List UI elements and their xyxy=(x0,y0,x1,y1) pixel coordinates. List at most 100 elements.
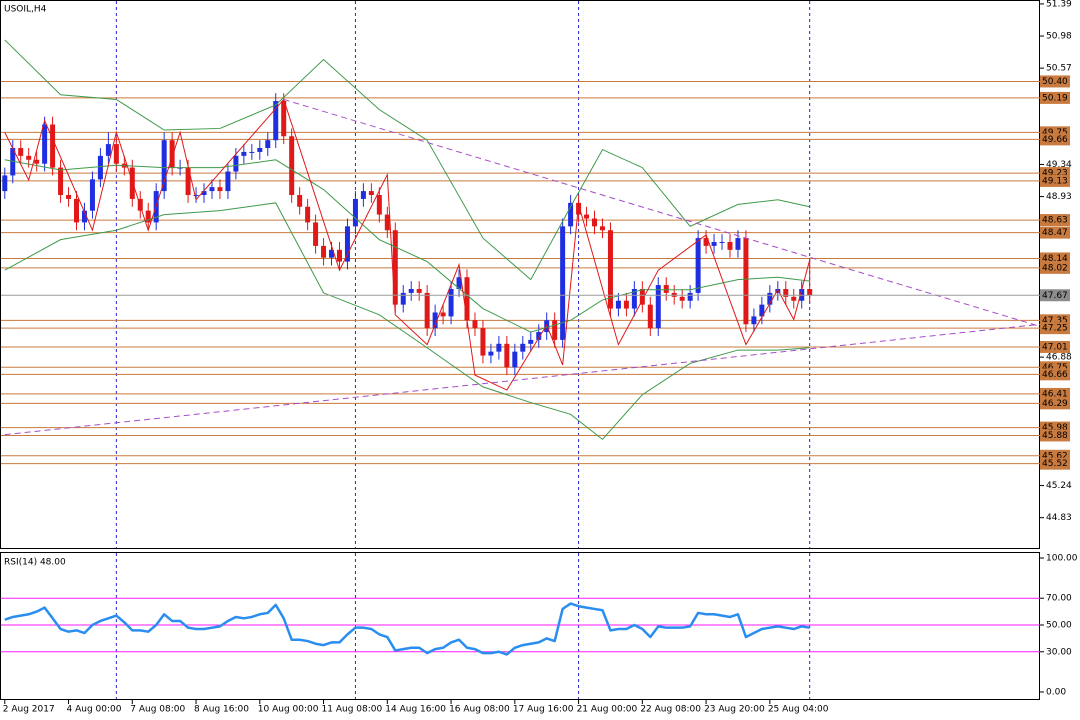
candle-body xyxy=(536,332,542,340)
candle-body xyxy=(34,159,40,164)
candle-body xyxy=(496,343,502,352)
candle-body xyxy=(416,288,422,293)
candle-body xyxy=(352,198,358,227)
candle-body xyxy=(743,238,749,325)
candle-body xyxy=(400,292,406,305)
candle-body xyxy=(719,241,725,243)
y-tick-label: 50.57 xyxy=(1046,64,1072,74)
candle-body xyxy=(26,155,32,160)
level-price-label: 49.23 xyxy=(1042,169,1068,179)
candle-body xyxy=(584,214,590,219)
candle-body xyxy=(655,285,661,329)
candle-body xyxy=(169,140,175,168)
candle-body xyxy=(2,175,8,192)
level-price-label: 46.29 xyxy=(1042,399,1068,409)
main-panel-frame xyxy=(0,0,1040,549)
x-tick-label: 14 Aug 16:00 xyxy=(385,705,446,715)
candle-body xyxy=(520,343,526,352)
candle-body xyxy=(161,140,167,192)
candle-body xyxy=(560,226,566,340)
indicator-line xyxy=(4,39,810,281)
candle-body xyxy=(568,202,574,227)
candle-body xyxy=(313,222,319,246)
candle-body xyxy=(440,312,446,317)
candle-body xyxy=(464,277,470,321)
candle-body xyxy=(647,304,653,329)
level-price-box xyxy=(1040,174,1070,187)
candle-body xyxy=(297,195,303,207)
candle-body xyxy=(791,296,797,301)
x-tick-label: 25 Aug 04:00 xyxy=(768,705,829,715)
level-price-label: 45.52 xyxy=(1042,459,1068,469)
candle-body xyxy=(512,351,518,368)
candle-body xyxy=(18,148,24,156)
candle-body xyxy=(225,171,231,192)
level-price-label: 47.35 xyxy=(1042,316,1068,326)
level-price-label: 46.41 xyxy=(1042,389,1068,399)
candle-body xyxy=(289,136,295,196)
x-tick-label: 4 Aug 00:00 xyxy=(67,705,122,715)
indicator-line xyxy=(4,202,810,441)
candle-body xyxy=(711,241,717,246)
y-tick-label: 50.00 xyxy=(1046,620,1072,630)
chart-title: USOIL,H4 xyxy=(4,5,47,15)
level-price-label: 47.01 xyxy=(1042,342,1068,352)
candle-body xyxy=(42,124,48,164)
candle-body xyxy=(631,288,637,309)
candle-body xyxy=(727,241,733,250)
y-tick-label: 49.34 xyxy=(1046,160,1072,170)
level-price-box xyxy=(1040,261,1070,274)
candle-body xyxy=(599,226,605,231)
rsi-line xyxy=(4,602,810,656)
candle-body xyxy=(50,124,56,168)
candle-body xyxy=(360,191,366,199)
level-price-label: 46.66 xyxy=(1042,370,1068,380)
candle-body xyxy=(368,191,374,196)
candle-body xyxy=(336,249,342,262)
rsi-panel-frame xyxy=(0,552,1040,700)
x-tick-label: 2 Aug 2017 xyxy=(3,705,55,715)
candle-body xyxy=(66,195,72,199)
indicator-line xyxy=(4,159,810,333)
candle-body xyxy=(58,167,64,196)
level-price-box xyxy=(1040,368,1070,381)
y-tick-label: 48.93 xyxy=(1046,192,1072,202)
x-tick-label: 11 Aug 08:00 xyxy=(322,705,383,715)
candle-body xyxy=(695,238,701,293)
candle-body xyxy=(376,195,382,215)
level-price-label: 47.25 xyxy=(1042,324,1068,334)
candle-body xyxy=(607,230,613,309)
level-price-label: 48.63 xyxy=(1042,216,1068,226)
level-price-label: 50.40 xyxy=(1042,77,1068,87)
level-price-label: 48.02 xyxy=(1042,263,1068,273)
candle-body xyxy=(703,238,709,246)
candle-body xyxy=(592,218,598,227)
level-price-label: 49.13 xyxy=(1042,176,1068,186)
level-price-label: 46.75 xyxy=(1042,363,1068,373)
y-tick-label: 46.88 xyxy=(1046,353,1072,363)
last-price-box xyxy=(1040,289,1070,302)
level-price-box xyxy=(1040,457,1070,470)
candle-body xyxy=(775,288,781,293)
candle-body xyxy=(265,140,271,149)
level-price-box xyxy=(1040,429,1070,442)
level-price-box xyxy=(1040,397,1070,410)
trend-line xyxy=(4,323,1041,436)
level-price-label: 49.75 xyxy=(1042,128,1068,138)
candle-body xyxy=(233,155,239,172)
candle-body xyxy=(89,179,95,211)
candle-body xyxy=(145,210,151,223)
level-price-box xyxy=(1040,91,1070,104)
y-tick-label: 100.00 xyxy=(1046,554,1078,564)
candle-body xyxy=(257,148,263,152)
level-price-box xyxy=(1040,214,1070,227)
candle-body xyxy=(679,296,685,301)
candle-body xyxy=(281,101,287,137)
candle-body xyxy=(783,288,789,297)
candle-body xyxy=(384,214,390,231)
level-price-label: 48.14 xyxy=(1042,254,1068,264)
indicator-line xyxy=(4,98,811,391)
candle-body xyxy=(249,151,255,153)
candle-body xyxy=(209,187,215,192)
